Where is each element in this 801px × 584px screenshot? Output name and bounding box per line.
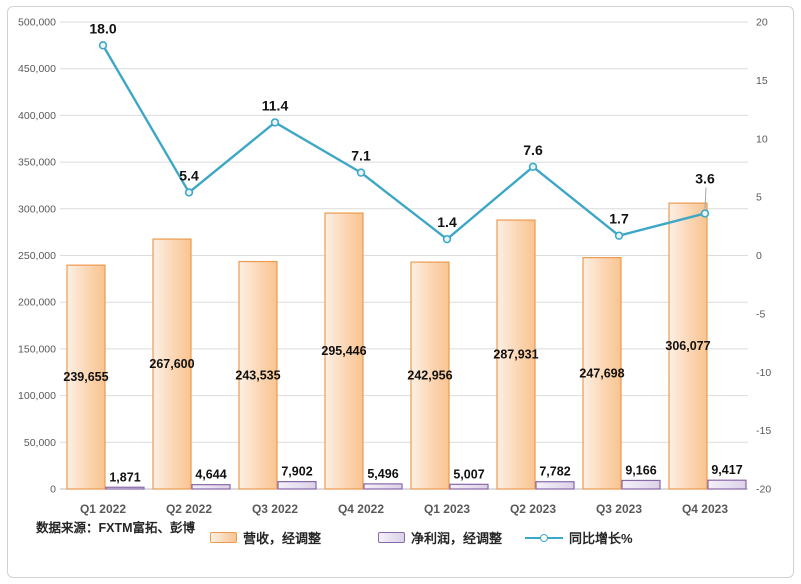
legend-item-profit: 净利润，经调整 — [378, 528, 502, 547]
revenue-value-label: 267,600 — [149, 357, 194, 371]
category-label: Q2 2023 — [510, 502, 556, 516]
category-label: Q3 2023 — [596, 502, 642, 516]
profit-bar — [277, 481, 317, 490]
left-axis-tick: 150,000 — [18, 343, 56, 355]
source-note: 数据来源：FXTM富拓、彭博 — [36, 521, 196, 535]
right-axis-tick: -20 — [756, 484, 771, 496]
growth-point — [98, 41, 108, 50]
profit-bar — [535, 481, 575, 490]
legend-item-revenue: 营收，经调整 — [210, 528, 321, 547]
category-labels: Q1 2022 Q2 2022 Q3 2022 Q4 2022 Q1 2023 Q2 20… — [80, 502, 728, 516]
profit-value-label: 7,782 — [539, 465, 570, 479]
right-axis-tick: 10 — [756, 133, 768, 145]
growth-line-swatch-icon — [525, 532, 563, 543]
legend-label-revenue: 营收，经调整 — [243, 531, 322, 546]
legend: 营收，经调整 净利润，经调整 同比增长% — [0, 528, 801, 546]
growth-point — [614, 231, 624, 240]
profit-value-label: 4,644 — [195, 468, 226, 482]
growth-point — [442, 234, 452, 244]
left-axis-tick: 400,000 — [18, 110, 56, 122]
revenue-value-label: 243,535 — [235, 368, 280, 382]
revenue-bar — [324, 212, 364, 490]
category-label: Q2 2022 — [166, 502, 212, 516]
right-axis-tick: 0 — [756, 250, 762, 262]
revenue-bar — [668, 202, 708, 490]
revenue-bar — [238, 260, 278, 490]
category-label: Q3 2022 — [252, 502, 298, 516]
growth-value-label: 18.0 — [89, 20, 116, 36]
growth-value-label: 11.4 — [262, 97, 289, 113]
profit-bar — [707, 479, 747, 490]
profit-bars — [105, 479, 747, 490]
legend-item-growth: 同比增长% — [525, 528, 633, 547]
growth-value-label: 3.6 — [695, 170, 715, 186]
revenue-bar — [66, 264, 106, 490]
growth-marker-icon — [540, 534, 548, 542]
growth-value-label: 5.4 — [179, 167, 199, 183]
left-axis-ticks: 0 50,000 100,000 150,000 200,000 250,000 300,0… — [18, 17, 56, 496]
revenue-bar — [410, 261, 450, 490]
profit-value-label: 7,902 — [281, 465, 312, 479]
left-axis-tick: 350,000 — [18, 157, 56, 169]
right-axis-tick: 5 — [756, 192, 762, 204]
revenue-swatch-icon — [210, 532, 237, 543]
right-axis-tick: 20 — [756, 17, 768, 29]
left-axis-tick: 500,000 — [18, 17, 56, 29]
revenue-bar — [496, 219, 536, 490]
left-axis-tick: 50,000 — [24, 437, 56, 449]
profit-value-label: 1,871 — [109, 470, 140, 484]
left-axis-tick: 0 — [50, 484, 56, 496]
revenue-value-label: 287,931 — [493, 348, 538, 362]
growth-value-label: 1.4 — [437, 214, 457, 230]
right-axis-tick: -10 — [756, 367, 771, 379]
revenue-value-label: 239,655 — [63, 370, 108, 384]
revenue-bars — [66, 202, 708, 490]
left-axis-tick: 200,000 — [18, 297, 56, 309]
revenue-value-label: 295,446 — [321, 344, 366, 358]
growth-point — [700, 209, 710, 218]
revenue-value-label: 306,077 — [665, 339, 710, 353]
right-axis-tick: 15 — [756, 75, 768, 87]
category-label: Q4 2022 — [338, 502, 384, 516]
left-axis-tick: 100,000 — [18, 390, 56, 402]
growth-point — [184, 188, 194, 197]
chart-frame — [7, 6, 794, 578]
right-axis-tick: -5 — [756, 308, 765, 320]
legend-label-profit: 净利润，经调整 — [411, 531, 503, 546]
revenue-bar — [152, 238, 192, 490]
revenue-bar — [582, 257, 622, 490]
profit-bar — [105, 486, 145, 490]
category-label: Q4 2023 — [682, 502, 728, 516]
profit-bar — [363, 483, 403, 490]
left-axis-tick: 450,000 — [18, 63, 56, 75]
category-label: Q1 2023 — [424, 502, 470, 516]
profit-value-label: 5,496 — [367, 467, 398, 481]
profit-swatch-icon — [378, 532, 405, 543]
profit-bar — [449, 483, 489, 490]
profit-value-label: 5,007 — [453, 467, 484, 481]
data-labels: 239,655 267,600 243,535 295,446 242,956 287,9… — [63, 20, 742, 484]
right-axis-tick: -15 — [756, 425, 771, 437]
left-axis-tick: 250,000 — [18, 250, 56, 262]
growth-value-label: 7.6 — [523, 142, 543, 158]
profit-value-label: 9,417 — [711, 463, 742, 477]
growth-point — [528, 162, 538, 171]
profit-bar — [191, 484, 231, 490]
growth-point — [356, 168, 366, 177]
legend-label-growth: 同比增长% — [569, 531, 633, 546]
right-axis-ticks: 20 15 10 5 0 -5 -10 -15 -20 — [756, 17, 771, 496]
growth-value-label: 1.7 — [609, 211, 629, 227]
profit-bar — [621, 479, 661, 490]
profit-value-label: 9,166 — [625, 463, 656, 477]
growth-polyline — [101, 44, 706, 241]
revenue-value-label: 242,956 — [407, 369, 452, 383]
label-leader-line — [704, 187, 707, 209]
growth-line — [98, 41, 710, 244]
growth-value-label: 7.1 — [351, 148, 371, 164]
growth-point — [270, 118, 280, 127]
left-axis-tick: 300,000 — [18, 203, 56, 215]
revenue-value-label: 247,698 — [579, 366, 624, 380]
category-label: Q1 2022 — [80, 502, 126, 516]
